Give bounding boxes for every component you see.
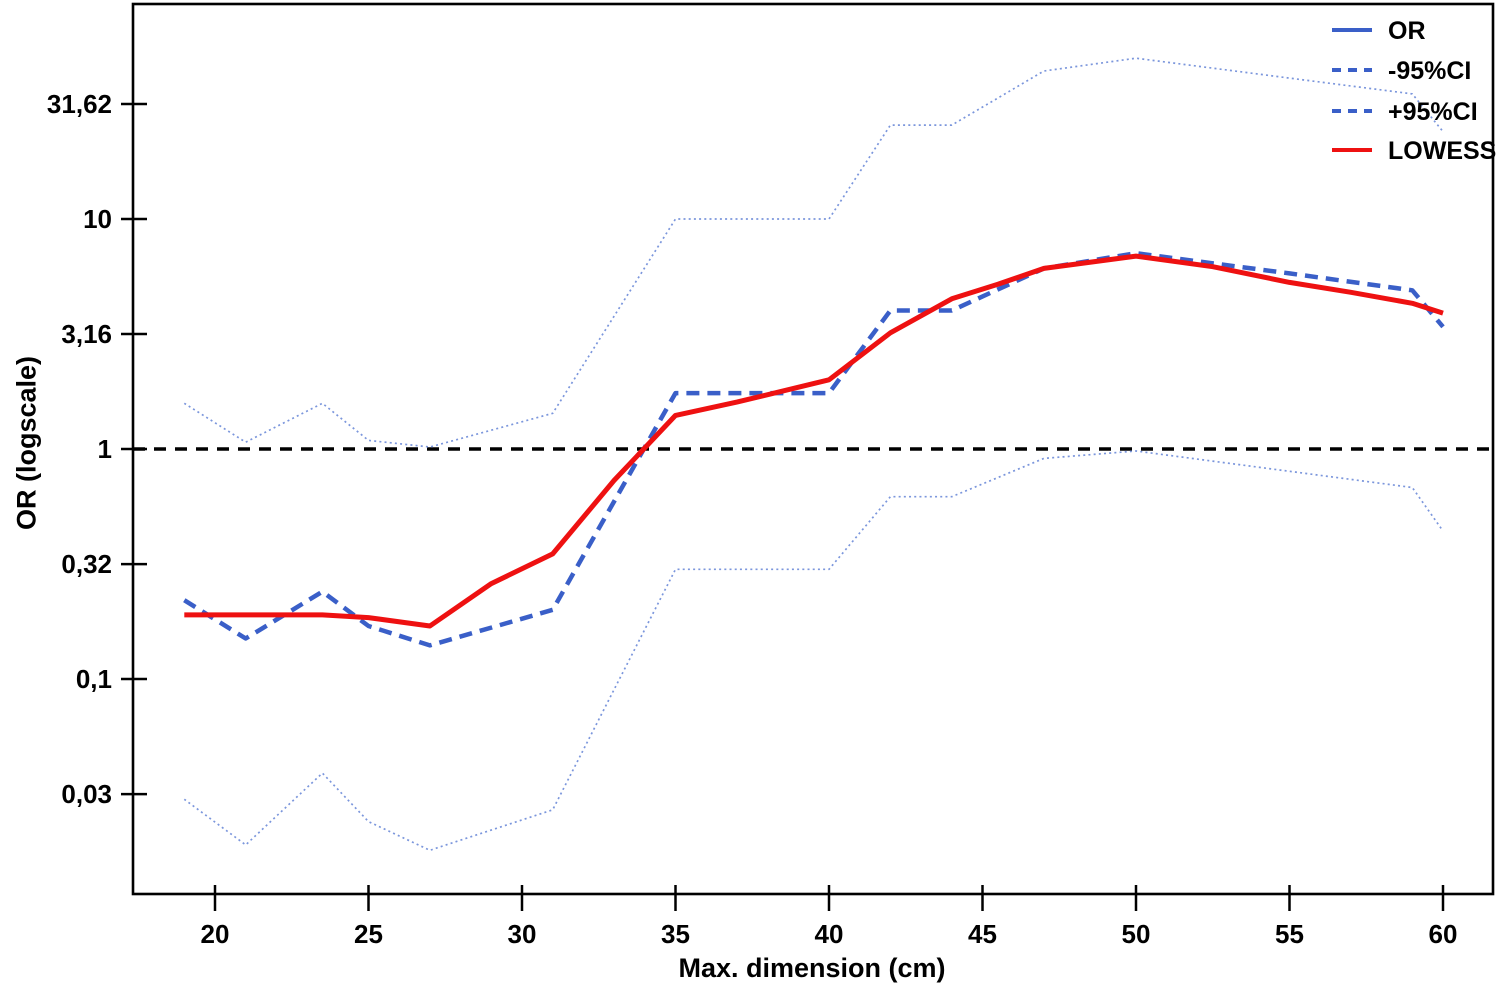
series-line-95CI xyxy=(183,450,1444,852)
x-tick-label: 45 xyxy=(968,919,997,949)
y-tick-label: 0,32 xyxy=(61,549,112,579)
y-tick-label: 31,62 xyxy=(47,89,112,119)
x-tick-label: 35 xyxy=(661,919,690,949)
series-line-LOWESS xyxy=(184,253,1444,629)
legend-label: -95%CI xyxy=(1388,57,1471,85)
x-tick-label: 30 xyxy=(508,919,537,949)
x-tick-label: 20 xyxy=(201,919,230,949)
x-tick-label: 50 xyxy=(1122,919,1151,949)
y-axis-title: OR (logscale) xyxy=(11,355,42,531)
x-tick-label: 25 xyxy=(354,919,383,949)
x-axis-title: Max. dimension (cm) xyxy=(678,953,946,983)
y-tick-label: 3,16 xyxy=(61,319,112,349)
series-line-95CI xyxy=(183,57,1444,448)
x-tick-label: 40 xyxy=(815,919,844,949)
legend-label: LOWESS xyxy=(1388,137,1496,165)
x-tick-label: 60 xyxy=(1429,919,1458,949)
legend-label: OR xyxy=(1388,17,1426,45)
legend-label: +95%CI xyxy=(1388,98,1478,126)
y-tick-label: 1 xyxy=(98,434,112,464)
y-tick-label: 0,03 xyxy=(61,779,112,809)
y-tick-label: 0,1 xyxy=(76,664,112,694)
y-tick-label: 10 xyxy=(83,204,112,234)
x-tick-label: 55 xyxy=(1275,919,1304,949)
